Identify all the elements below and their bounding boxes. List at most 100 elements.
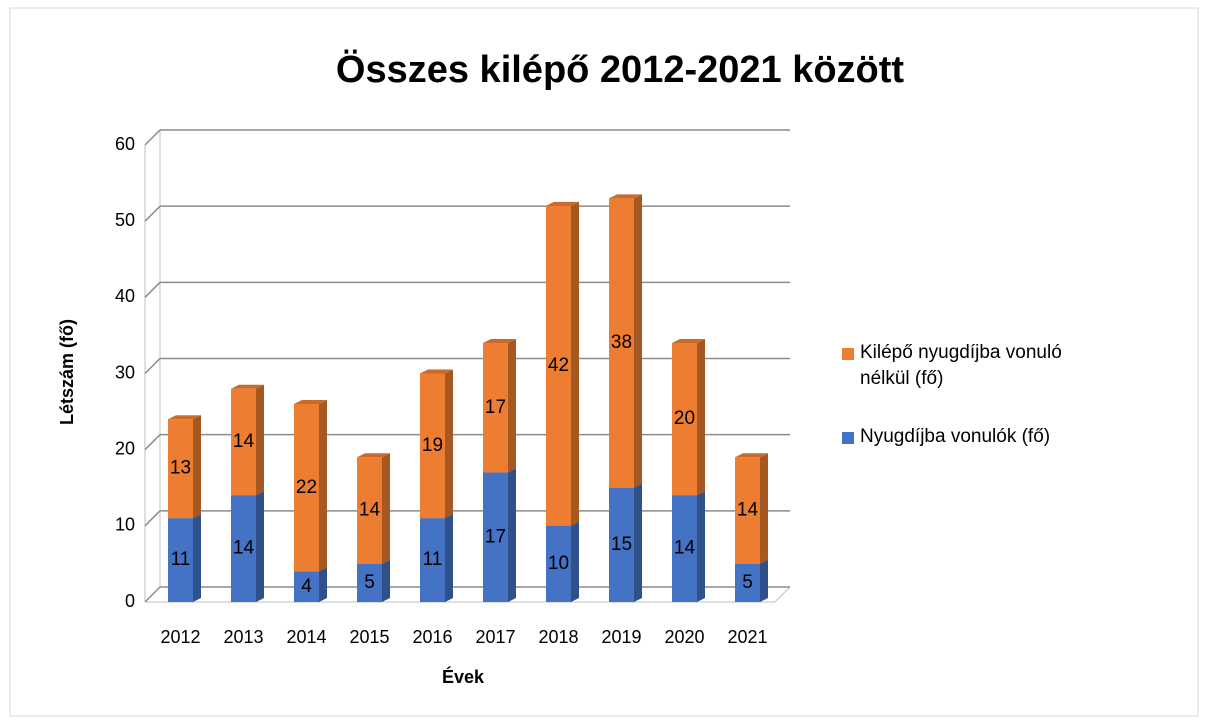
bar-front xyxy=(609,198,634,488)
grid-line-side xyxy=(144,357,161,375)
bar-front xyxy=(231,388,256,496)
bar-segment xyxy=(168,415,201,519)
y-tick-label: 40 xyxy=(115,286,135,306)
bar-front xyxy=(483,472,508,602)
x-axis-label: Évek xyxy=(442,666,485,687)
bar-side xyxy=(193,415,201,519)
bar-side xyxy=(319,399,327,572)
bar-front xyxy=(735,563,760,602)
y-tick-label: 20 xyxy=(115,438,135,458)
bar-side xyxy=(382,559,390,602)
bar-segment xyxy=(483,339,516,473)
x-tick-label: 2013 xyxy=(223,627,263,647)
y-axis-label: Létszám (fő) xyxy=(57,319,77,425)
bar-segment xyxy=(231,491,264,602)
bar-top xyxy=(483,339,516,344)
data-label: 15 xyxy=(611,534,632,555)
grid-line xyxy=(144,129,790,146)
data-label: 14 xyxy=(233,431,255,452)
data-label: 22 xyxy=(296,477,317,498)
bar-front xyxy=(294,403,319,572)
bar-side xyxy=(760,453,768,564)
y-tick-label: 10 xyxy=(115,515,135,535)
bar-side xyxy=(445,514,453,602)
bar-segment xyxy=(672,339,705,496)
x-tick-label: 2017 xyxy=(475,627,515,647)
bar-front xyxy=(420,518,445,602)
bar-top xyxy=(168,415,201,420)
data-label: 19 xyxy=(422,435,443,456)
bar-segment xyxy=(231,384,264,496)
bar-front xyxy=(231,495,256,602)
x-tick-label: 2018 xyxy=(538,627,578,647)
bar-front xyxy=(735,457,760,564)
bar-segment xyxy=(672,491,705,602)
legend-label: Nyugdíjba vonulók (fő) xyxy=(860,426,1051,447)
bar-side xyxy=(508,468,516,602)
data-label: 17 xyxy=(485,397,506,418)
bar-top xyxy=(231,384,264,389)
bar-front xyxy=(672,343,697,496)
bar-side xyxy=(382,453,390,564)
y-tick-label: 60 xyxy=(115,134,135,154)
bar-top xyxy=(357,453,390,458)
bar-side xyxy=(256,384,264,496)
y-tick-label: 0 xyxy=(125,591,135,611)
bar-top xyxy=(546,201,579,206)
legend-swatch xyxy=(842,432,854,444)
bar-side xyxy=(697,491,705,602)
grid-line xyxy=(144,281,790,298)
chart-title: Összes kilépő 2012-2021 között xyxy=(336,48,905,91)
grid-line-side xyxy=(144,129,161,146)
bar-front xyxy=(294,571,319,602)
bar-front xyxy=(420,373,445,519)
data-label: 10 xyxy=(548,553,569,574)
bar-side xyxy=(193,514,201,602)
floor-edge xyxy=(774,586,791,603)
bar-front xyxy=(609,487,634,602)
bar-front xyxy=(546,205,571,526)
y-tick-label: 30 xyxy=(115,362,135,382)
bar-front xyxy=(168,419,193,519)
x-tick-label: 2014 xyxy=(286,627,326,647)
bar-side xyxy=(760,559,768,602)
bar-segment xyxy=(609,194,642,488)
grid-line xyxy=(144,205,790,222)
bar-top xyxy=(294,399,327,404)
x-tick-label: 2015 xyxy=(349,627,389,647)
y-tick-label: 50 xyxy=(115,210,135,230)
data-label: 38 xyxy=(611,332,632,353)
chart-frame xyxy=(9,7,1199,717)
bar-front xyxy=(357,457,382,564)
legend-label: Kilépő nyugdíjba vonuló nélkül (fő) xyxy=(860,342,1062,389)
bar-segment xyxy=(546,521,579,602)
bar-side xyxy=(256,491,264,602)
x-tick-label: 2020 xyxy=(664,627,704,647)
data-label: 11 xyxy=(171,549,191,570)
bar-segment xyxy=(420,369,453,519)
bar-side xyxy=(697,339,705,496)
data-label: 14 xyxy=(674,538,696,559)
grid-line-side xyxy=(144,281,161,298)
grid-line-side xyxy=(144,205,161,222)
x-tick-label: 2019 xyxy=(601,627,641,647)
data-label: 14 xyxy=(359,500,381,521)
grid-line-side xyxy=(144,586,161,603)
bar-front xyxy=(546,525,571,602)
data-label: 42 xyxy=(548,355,569,376)
legend-swatch xyxy=(842,348,854,360)
bar-top xyxy=(609,194,642,199)
data-label: 4 xyxy=(301,576,312,597)
bar-side xyxy=(634,483,642,602)
bar-segment xyxy=(420,514,453,602)
bar-front xyxy=(483,343,508,473)
data-label: 5 xyxy=(742,572,753,593)
bar-front xyxy=(168,518,193,602)
bar-side xyxy=(319,567,327,602)
bar-top xyxy=(672,339,705,344)
bar-side xyxy=(571,521,579,602)
bar-segment xyxy=(609,483,642,602)
bar-top xyxy=(420,369,453,374)
